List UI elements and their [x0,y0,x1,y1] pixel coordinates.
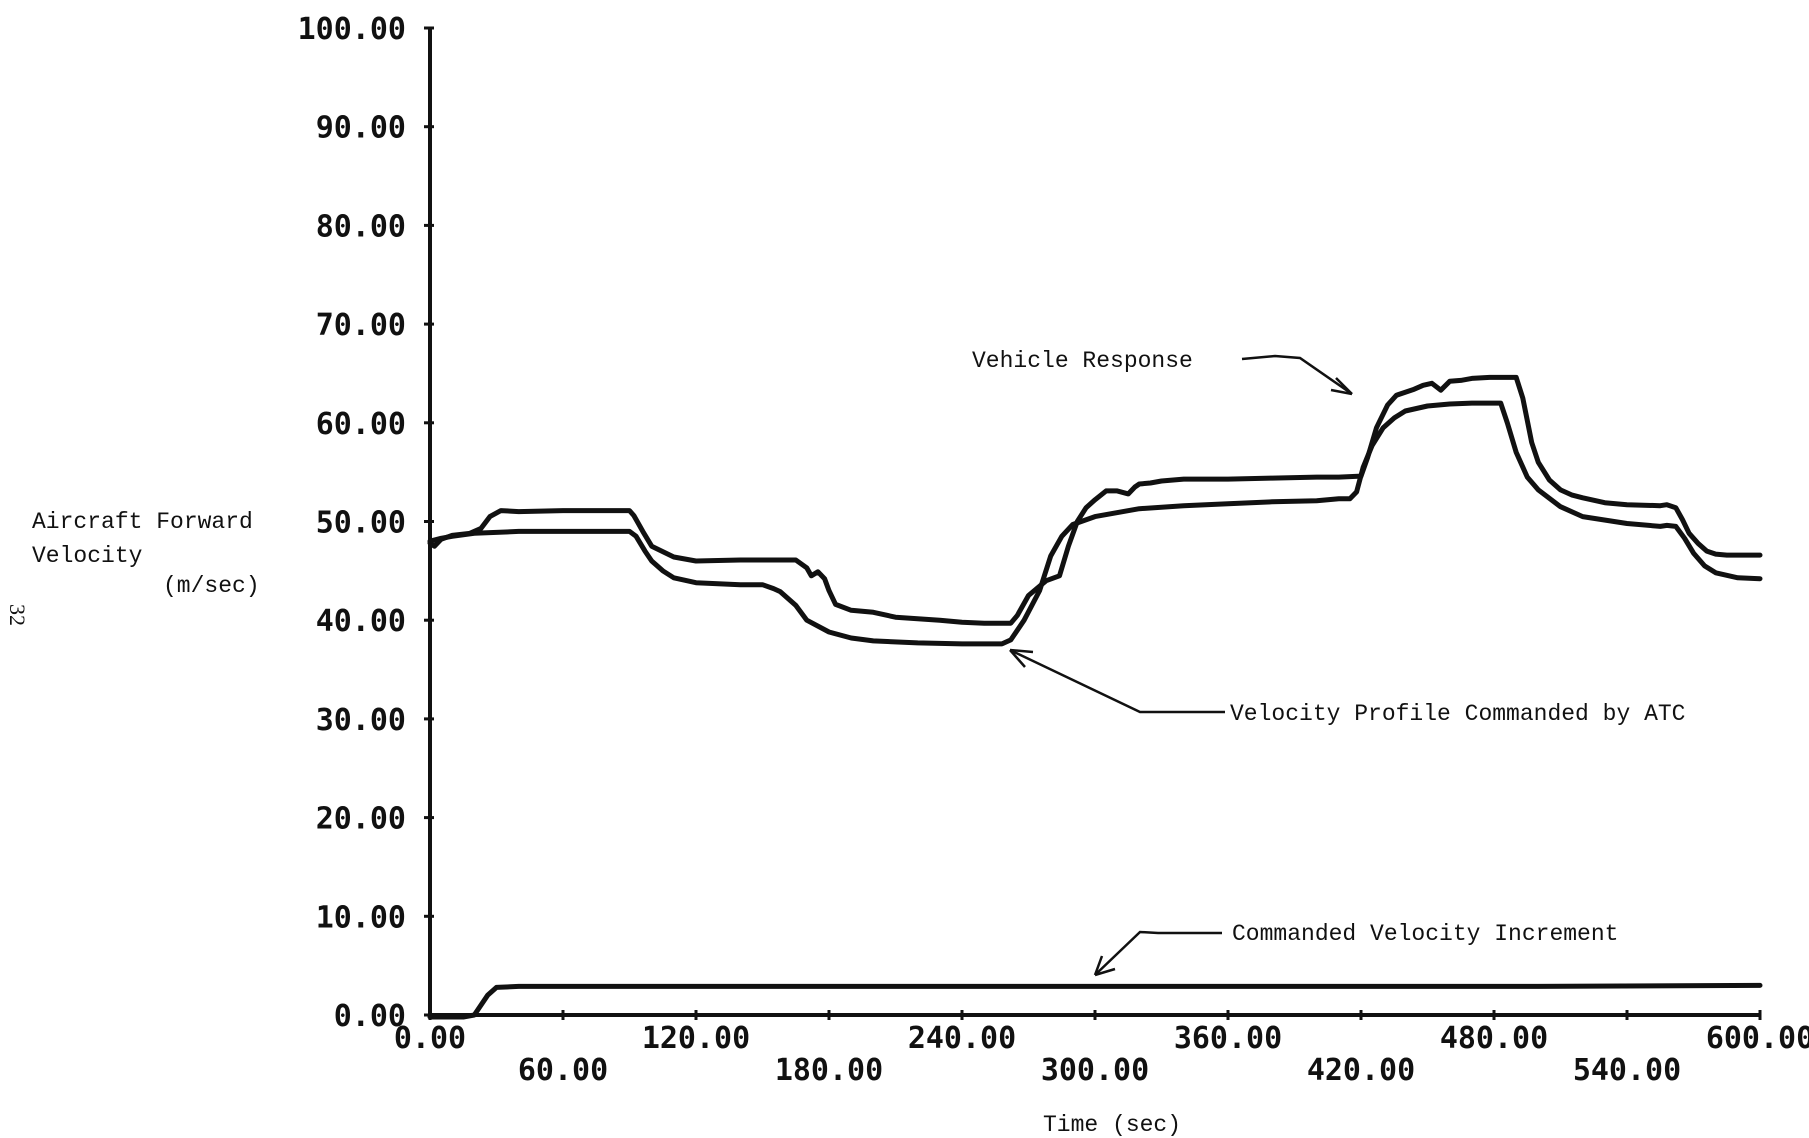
x-tick-label: 120.00 [642,1021,750,1056]
arrowhead-vehicle-response [1330,377,1353,396]
annotation-vehicle-response: Vehicle Response [972,348,1193,374]
y-tick-label: 40.00 [316,604,406,639]
x-tick-label: 180.00 [775,1053,883,1088]
y-tick-label: 20.00 [316,802,406,837]
y-axis-label-line-3: (m/sec) [163,573,260,599]
arrow-increment [1094,930,1222,976]
y-tick-label: 30.00 [316,703,406,738]
x-tick-label: 240.00 [908,1021,1016,1056]
y-tick-label: 0.00 [334,999,406,1034]
x-tick-label: 540.00 [1573,1053,1681,1088]
page-number: 32 [5,604,30,626]
x-tick-label: 300.00 [1041,1053,1149,1088]
x-tick-label: 480.00 [1440,1021,1548,1056]
arrow-vehicle-response [1241,354,1353,396]
arrow-velocity-profile [1009,648,1225,714]
x-tick-label: 420.00 [1307,1053,1415,1088]
series-line-vehicle-response [427,374,1763,626]
x-axis-label: Time (sec) [1043,1112,1181,1138]
axes [428,28,1760,1017]
y-tick-label: 10.00 [316,900,406,935]
x-tick-label: 0.00 [394,1021,466,1056]
y-tick-label: 100.00 [298,12,406,47]
x-ticks: 0.00 60.00 120.00 180.00 240.00 300.00 360.00 4… [394,1010,1809,1088]
axis-labels: Aircraft Forward Velocity (m/sec) Time (… [5,509,1181,1138]
annotation-velocity-profile: Velocity Profile Commanded by ATC [1230,701,1685,727]
series-line-increment [427,982,1763,1020]
x-tick-label: 600.00 [1706,1021,1809,1056]
series-line-velocity-profile [427,400,1763,647]
y-tick-label: 80.00 [316,209,406,244]
y-axis-label-line-2: Velocity [32,543,143,569]
y-axis-label-line-1: Aircraft Forward [32,509,253,535]
x-tick-label: 60.00 [518,1053,608,1088]
y-ticks: 0.00 10.00 20.00 30.00 40.00 50.00 60.00 70.00 8… [298,12,434,1034]
x-tick-label: 360.00 [1174,1021,1282,1056]
annotations: Vehicle Response Velocity Profile Comman… [972,348,1685,977]
series-lines [427,374,1763,1020]
arrowhead-increment [1093,955,1116,977]
arrowhead-velocity-profile [1009,648,1034,668]
y-tick-label: 70.00 [316,308,406,343]
annotation-increment: Commanded Velocity Increment [1232,921,1618,947]
y-tick-label: 60.00 [316,407,406,442]
y-tick-label: 50.00 [316,506,406,541]
y-tick-label: 90.00 [316,111,406,146]
